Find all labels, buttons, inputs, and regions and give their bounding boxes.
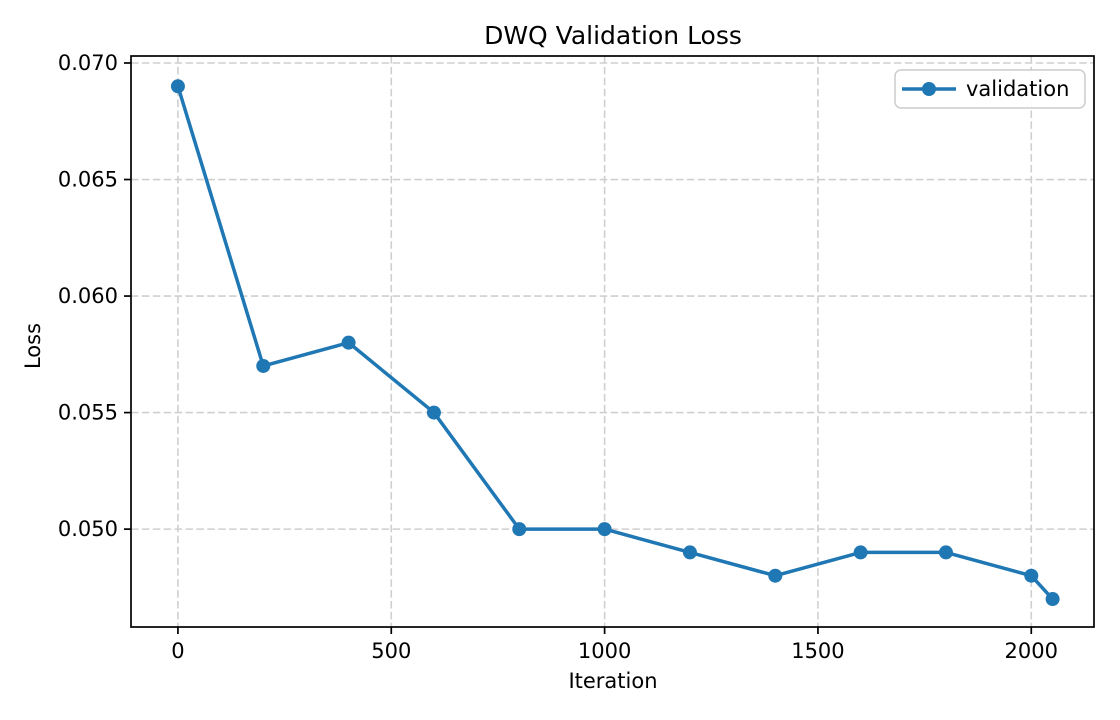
legend-box	[894, 69, 1086, 109]
data-point-marker	[938, 545, 953, 560]
data-point-marker	[512, 522, 527, 537]
x-tick-label: 1000	[578, 639, 631, 663]
y-tick-label: 0.070	[58, 51, 118, 75]
legend: validation	[894, 69, 1086, 109]
data-point-marker	[170, 79, 185, 94]
axes-spines	[124, 55, 1095, 634]
validation-series	[170, 79, 1060, 607]
data-point-marker	[768, 568, 783, 583]
x-axis-label: Iteration	[568, 669, 657, 693]
data-point-marker	[1045, 592, 1060, 607]
plot-border	[130, 55, 1095, 628]
y-tick-label: 0.055	[58, 401, 118, 425]
x-tick-label: 0	[171, 639, 184, 663]
data-point-marker	[426, 405, 441, 420]
tick-labels: 0 500 1000 1500 2000 0.050 0.055 0.060 0.065 0.07…	[58, 51, 1058, 663]
chart-title: DWQ Validation Loss	[484, 21, 742, 50]
data-point-marker	[682, 545, 697, 560]
legend-marker-icon	[922, 82, 936, 96]
series-line	[176, 84, 1055, 601]
x-tick-label: 1500	[791, 639, 844, 663]
y-tick-label: 0.050	[58, 517, 118, 541]
data-point-marker	[256, 358, 271, 373]
gridlines	[131, 56, 1094, 627]
x-tick-label: 2000	[1005, 639, 1058, 663]
data-point-marker	[597, 522, 612, 537]
y-tick-label: 0.065	[58, 168, 118, 192]
y-axis-label: Loss	[21, 323, 45, 369]
data-point-marker	[853, 545, 868, 560]
data-point-marker	[341, 335, 356, 350]
x-tick-label: 500	[371, 639, 411, 663]
legend-label: validation	[966, 77, 1069, 101]
data-point-marker	[1024, 568, 1039, 583]
y-tick-label: 0.060	[58, 284, 118, 308]
